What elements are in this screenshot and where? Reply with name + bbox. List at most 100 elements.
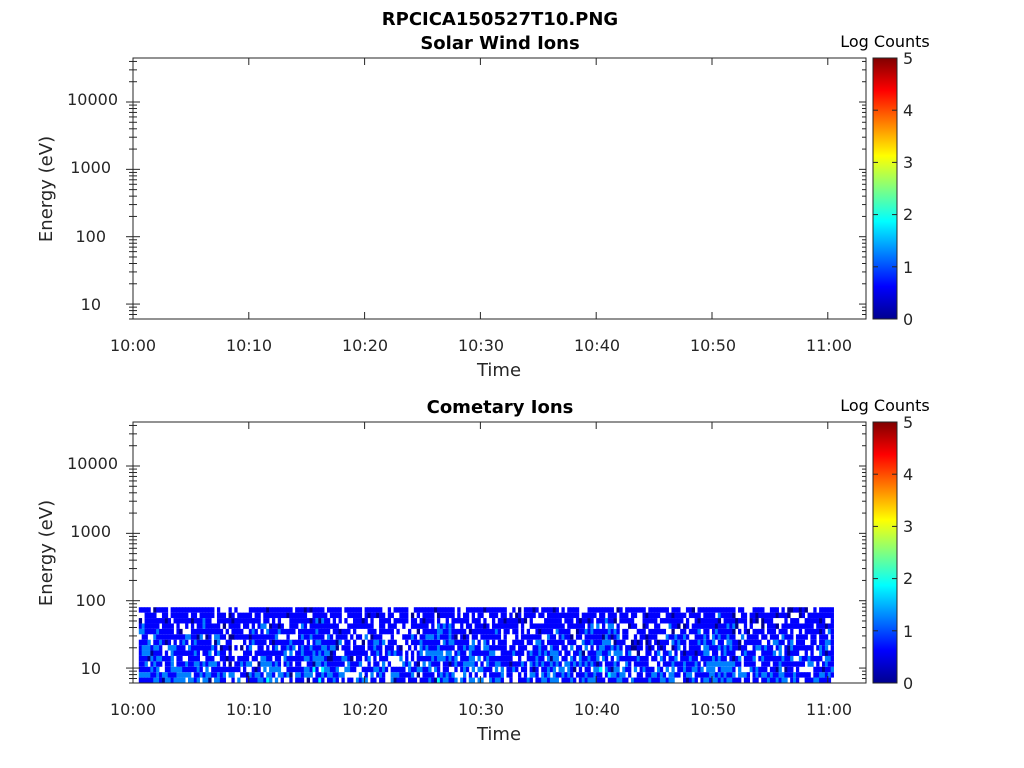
heatmap-cell	[214, 639, 218, 646]
heatmap-cell	[529, 634, 533, 640]
heatmap-cell	[781, 623, 785, 629]
heatmap-cell	[784, 618, 788, 624]
heatmap-cell	[370, 639, 374, 646]
heatmap-cell	[286, 655, 290, 662]
heatmap-cell	[746, 650, 751, 656]
heatmap-cell	[575, 650, 580, 656]
heatmap-cell	[405, 612, 409, 619]
heatmap-cell	[761, 655, 765, 662]
x-tick-label: 11:00	[806, 700, 852, 719]
heatmap-cell	[324, 645, 328, 651]
heatmap-cell	[503, 623, 507, 629]
heatmap-cell	[439, 672, 444, 678]
heatmap-cell	[358, 634, 363, 640]
heatmap-cell	[295, 650, 299, 656]
heatmap-cell	[393, 672, 397, 678]
heatmap-cell	[141, 634, 145, 640]
heatmap-cell	[497, 645, 502, 651]
heatmap-cell	[706, 655, 710, 662]
heatmap-cell	[700, 634, 704, 640]
heatmap-cell	[523, 612, 528, 619]
heatmap-cell	[344, 634, 348, 640]
heatmap-cell	[738, 677, 742, 683]
heatmap-cell	[480, 607, 484, 613]
heatmap-cell	[651, 645, 655, 651]
heatmap-cell	[214, 650, 218, 656]
heatmap-cell	[509, 618, 513, 624]
heatmap-cell	[202, 623, 206, 629]
heatmap-cell	[567, 677, 571, 683]
heatmap-cell	[347, 655, 351, 662]
heatmap-cell	[153, 612, 157, 619]
heatmap-cell	[683, 639, 687, 646]
heatmap-cell	[454, 655, 458, 662]
heatmap-cell	[257, 645, 261, 651]
heatmap-cell	[245, 645, 250, 651]
heatmap-cell	[827, 623, 832, 629]
heatmap-cell	[312, 655, 316, 662]
heatmap-cell	[269, 666, 273, 673]
heatmap-cell	[769, 618, 774, 624]
heatmap-cell	[266, 618, 270, 624]
heatmap-cell	[248, 628, 253, 635]
heatmap-cell	[312, 623, 316, 629]
y-tick-marks	[126, 424, 866, 684]
heatmap-cell	[364, 677, 368, 683]
heatmap-cell	[329, 672, 334, 678]
heatmap-cell	[335, 623, 339, 629]
heatmap-cell	[697, 661, 701, 667]
heatmap-cell	[445, 655, 449, 662]
heatmap-cells	[138, 607, 834, 683]
heatmap-cell	[150, 612, 154, 619]
heatmap-cell	[674, 639, 678, 646]
heatmap-cell	[732, 623, 736, 629]
heatmap-cell	[460, 661, 464, 667]
heatmap-cell	[228, 612, 232, 619]
heatmap-cell	[798, 672, 803, 678]
heatmap-cell	[596, 650, 600, 656]
heatmap-cell	[613, 628, 617, 635]
heatmap-cell	[584, 655, 588, 662]
heatmap-cell	[633, 666, 638, 673]
heatmap-cell	[451, 672, 455, 678]
heatmap-cell	[685, 607, 690, 613]
heatmap-cell	[347, 612, 351, 619]
heatmap-cell	[529, 612, 533, 619]
heatmap-cell	[798, 612, 803, 619]
heatmap-cell	[451, 623, 455, 629]
heatmap-cell	[254, 612, 258, 619]
heatmap-cell	[358, 612, 363, 619]
heatmap-cell	[344, 639, 348, 646]
heatmap-cell	[315, 655, 319, 662]
heatmap-cell	[442, 628, 447, 635]
heatmap-cell	[720, 645, 724, 651]
heatmap-cell	[303, 618, 308, 624]
heatmap-cell	[188, 672, 192, 678]
heatmap-cell	[761, 650, 765, 656]
heatmap-cell	[182, 618, 186, 624]
heatmap-cell	[422, 634, 426, 640]
heatmap-cell	[668, 677, 672, 683]
heatmap-cell	[303, 645, 308, 651]
heatmap-cell	[269, 677, 273, 683]
heatmap-cell	[500, 618, 504, 624]
heatmap-cell	[228, 639, 232, 646]
heatmap-cell	[445, 677, 449, 683]
heatmap-cell	[216, 612, 221, 619]
heatmap-cell	[604, 618, 609, 624]
heatmap-cell	[654, 634, 658, 640]
heatmap-cell	[538, 650, 542, 656]
y-tick-label: 10	[81, 659, 101, 678]
heatmap-cell	[654, 639, 658, 646]
heatmap-cell	[144, 666, 148, 673]
heatmap-cell	[277, 618, 282, 624]
heatmap-cell	[599, 661, 603, 667]
heatmap-cell	[694, 634, 698, 640]
heatmap-cell	[515, 628, 519, 635]
heatmap-cell	[353, 623, 357, 629]
heatmap-cell	[451, 607, 455, 613]
heatmap-cell	[156, 628, 160, 635]
heatmap-cell	[321, 672, 325, 678]
heatmap-cell	[216, 650, 221, 656]
heatmap-cell	[303, 612, 308, 619]
